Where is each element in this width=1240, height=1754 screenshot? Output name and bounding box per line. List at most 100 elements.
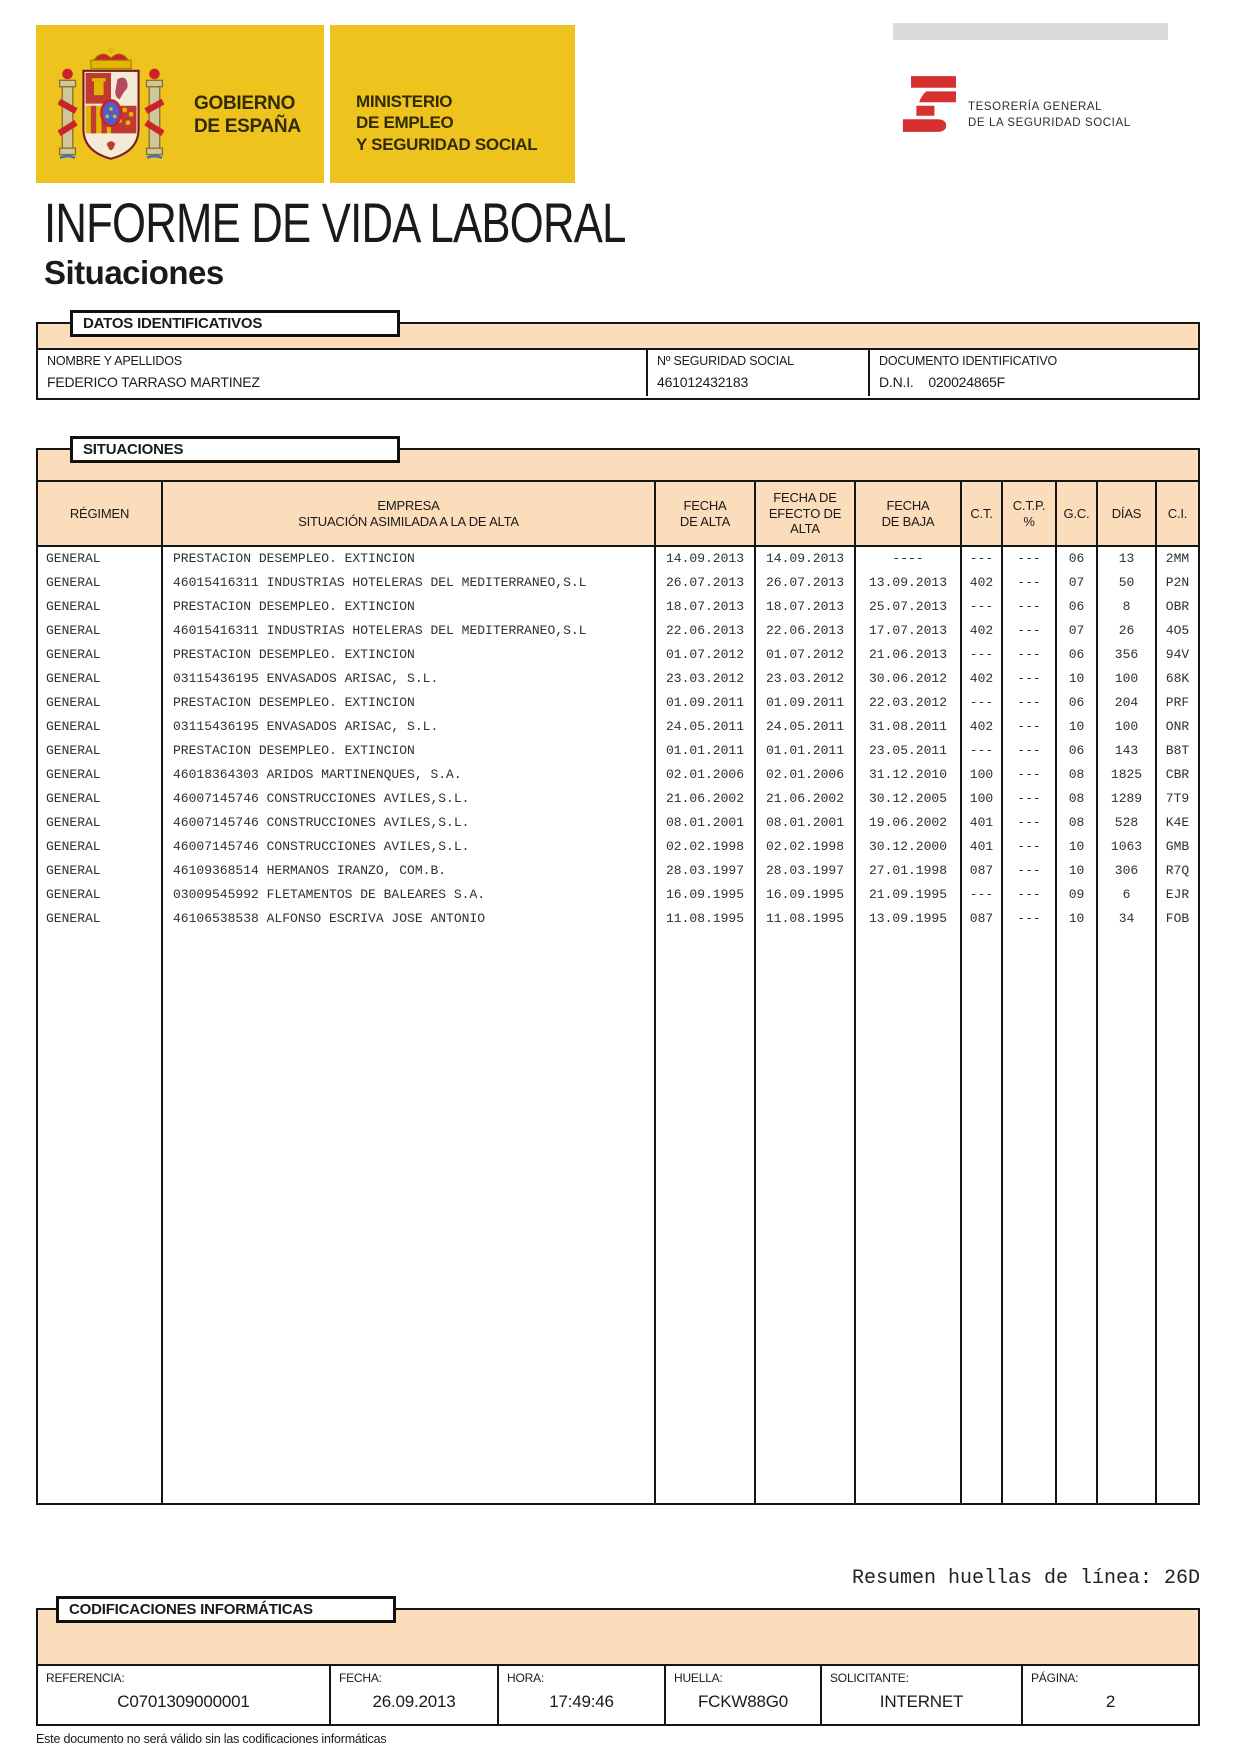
ministerio-label: MINISTERIO DE EMPLEO Y SEGURIDAD SOCIAL — [356, 91, 538, 155]
table-cell: 46015416311 INDUSTRIAS HOTELERAS DEL MED… — [161, 570, 655, 594]
table-row: GENERAL 46007145746 CONSTRUCCIONES AVILES… — [38, 786, 1198, 810]
table-cell: 23.03.2012 — [754, 666, 855, 690]
table-cell: 16.09.1995 — [654, 882, 755, 906]
table-cell: 22.06.2013 — [754, 618, 855, 642]
field-value: 2 — [1105, 1692, 1116, 1711]
table-cell: 11.08.1995 — [654, 906, 755, 930]
table-cell: --- — [1001, 906, 1056, 930]
table-cell: 1825 — [1096, 762, 1156, 786]
table-cell: 30.06.2012 — [854, 666, 961, 690]
table-cell: --- — [1001, 618, 1056, 642]
table-cell: --- — [1001, 594, 1056, 618]
table-cell: K4E — [1155, 810, 1198, 834]
table-cell: 46007145746 CONSTRUCCIONES AVILES,S.L. — [161, 786, 655, 810]
table-cell: 100 — [960, 762, 1002, 786]
empty-cell — [1155, 930, 1198, 1503]
field-value: FCKW88G0 — [697, 1692, 789, 1711]
tgss-logo-icon — [902, 76, 956, 132]
table-cell: 46015416311 INDUSTRIAS HOTELERAS DEL MED… — [161, 618, 655, 642]
situaciones-box: RÉGIMEN EMPRESA SITUACIÓN ASIMILADA A LA … — [36, 448, 1200, 1505]
table-row: GENERAL PRESTACION DESEMPLEO. EXTINCION 18… — [38, 594, 1198, 618]
table-cell: 23.03.2012 — [654, 666, 755, 690]
table-cell: GENERAL — [46, 862, 101, 878]
table-cell: 306 — [1096, 858, 1156, 882]
field-value: 461012432183 — [657, 374, 749, 390]
field-label: Nº SEGURIDAD SOCIAL — [657, 354, 794, 368]
table-cell: 401 — [960, 810, 1002, 834]
column-header: DÍAS — [1096, 482, 1156, 547]
validity-note: Este documento no será válido sin las co… — [36, 1732, 387, 1746]
table-cell: --- — [1001, 834, 1056, 858]
gobierno-line2: DE ESPAÑA — [194, 115, 301, 137]
table-cell: 1289 — [1096, 786, 1156, 810]
footer-field: FECHA: 26.09.2013 — [329, 1666, 497, 1724]
ministerio-line3: Y SEGURIDAD SOCIAL — [356, 134, 538, 154]
table-cell: GENERAL — [46, 742, 101, 758]
field-value: 17:49:46 — [549, 1692, 614, 1711]
table-cell: 22.03.2012 — [854, 690, 961, 714]
table-cell: 24.05.2011 — [754, 714, 855, 738]
table-cell: 14.09.2013 — [754, 546, 855, 570]
table-cell: 06 — [1055, 642, 1097, 666]
ministerio-line2: DE EMPLEO — [356, 113, 454, 133]
situaciones-table: RÉGIMEN EMPRESA SITUACIÓN ASIMILADA A LA … — [38, 482, 1198, 1503]
field-value: INTERNET — [879, 1692, 964, 1711]
table-row: GENERAL PRESTACION DESEMPLEO. EXTINCION 01… — [38, 738, 1198, 762]
table-cell: 21.06.2013 — [854, 642, 961, 666]
table-cell: --- — [1001, 786, 1056, 810]
table-row: GENERAL 46106538538 ALFONSO ESCRIVA JOSE … — [38, 906, 1198, 930]
table-cell: GENERAL — [46, 551, 101, 566]
column-header: EMPRESA SITUACIÓN ASIMILADA A LA DE ALTA — [161, 482, 655, 547]
table-cell: GENERAL — [46, 718, 101, 734]
table-cell: 02.02.1998 — [654, 834, 755, 858]
table-cell: GENERAL — [46, 694, 101, 710]
column-header: G.C. — [1055, 482, 1097, 547]
table-cell: 09 — [1055, 882, 1097, 906]
tgss-line2: DE LA SEGURIDAD SOCIAL — [968, 117, 1131, 130]
table-row: GENERAL 03115436195 ENVASADOS ARISAC, S.L… — [38, 714, 1198, 738]
column-header: C.T.P. % — [1001, 482, 1056, 547]
table-cell: 30.12.2005 — [854, 786, 961, 810]
table-cell: 22.06.2013 — [654, 618, 755, 642]
table-cell: 01.07.2012 — [654, 642, 755, 666]
table-cell: 204 — [1096, 690, 1156, 714]
table-cell: 402 — [960, 618, 1002, 642]
table-filler-row — [38, 930, 1198, 1503]
table-cell: GENERAL — [46, 886, 101, 902]
situaciones-table-body: GENERAL PRESTACION DESEMPLEO. EXTINCION 14… — [38, 546, 1198, 1503]
table-cell: --- — [1001, 738, 1056, 762]
table-row: GENERAL 03115436195 ENVASADOS ARISAC, S.L… — [38, 666, 1198, 690]
table-cell: ONR — [1155, 714, 1198, 738]
empty-cell — [1001, 930, 1056, 1503]
table-cell: 06 — [1055, 594, 1097, 618]
table-cell: --- — [960, 642, 1002, 666]
table-cell: GENERAL — [46, 622, 101, 638]
table-cell: 528 — [1096, 810, 1156, 834]
table-cell: GENERAL — [46, 910, 101, 926]
table-cell: 143 — [1096, 738, 1156, 762]
table-cell: 46007145746 CONSTRUCCIONES AVILES,S.L. — [161, 810, 655, 834]
table-cell: FOB — [1155, 906, 1198, 930]
table-cell: --- — [1001, 882, 1056, 906]
table-cell: 46106538538 ALFONSO ESCRIVA JOSE ANTONIO — [161, 906, 655, 930]
field-label: PÁGINA: — [1031, 1671, 1079, 1685]
table-cell: 07 — [1055, 570, 1097, 594]
table-cell: 18.07.2013 — [654, 594, 755, 618]
table-cell: 11.08.1995 — [754, 906, 855, 930]
table-cell: GENERAL — [46, 814, 101, 830]
table-cell: P2N — [1155, 570, 1198, 594]
table-cell: 13.09.1995 — [854, 906, 961, 930]
table-cell: 6 — [1096, 882, 1156, 906]
table-cell: CBR — [1155, 762, 1198, 786]
table-cell: 4O5 — [1155, 618, 1198, 642]
table-cell: 2MM — [1155, 546, 1198, 570]
table-cell: EJR — [1155, 882, 1198, 906]
situaciones-tag: SITUACIONES — [70, 436, 400, 463]
empty-cell — [654, 930, 755, 1503]
datos-band — [38, 324, 1198, 350]
table-cell: --- — [960, 882, 1002, 906]
gobierno-espana-logo-block: GOBIERNO DE ESPAÑA — [36, 25, 324, 183]
table-cell: GENERAL — [46, 574, 101, 590]
table-cell: OBR — [1155, 594, 1198, 618]
